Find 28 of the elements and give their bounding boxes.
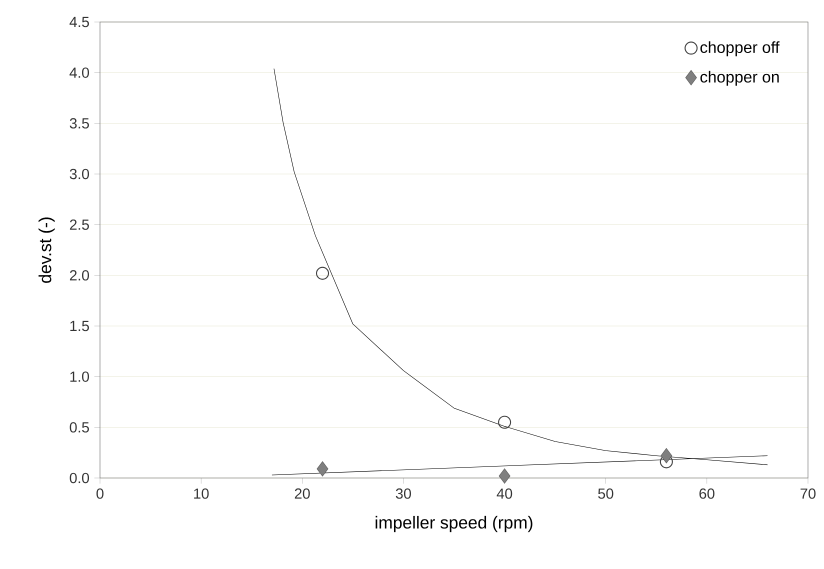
x-tick-label: 30 [396, 488, 411, 499]
y-tick-label: 4.5 [70, 16, 89, 28]
x-tick-label: 10 [194, 488, 209, 499]
point [316, 461, 328, 476]
y-tick-label: 0.5 [70, 422, 89, 433]
y-tick-label: 4.0 [70, 67, 90, 78]
legend-label: chopper off [700, 41, 780, 56]
x-tick-label: 0 [96, 488, 104, 499]
y-tick-label: 3.5 [70, 118, 89, 129]
point [316, 266, 330, 280]
y-tick-label: 2.5 [70, 219, 89, 230]
y-tick-label: 2.0 [70, 270, 90, 281]
point [498, 468, 510, 484]
point [660, 455, 673, 468]
x-tick-label: 70 [800, 488, 816, 499]
point [660, 448, 672, 464]
x-tick-label: 60 [699, 488, 714, 499]
x-tick-label: 50 [598, 488, 614, 499]
y-tick-label: 1.5 [70, 320, 89, 332]
point [498, 416, 512, 429]
y-tick-label: 3.0 [70, 168, 90, 180]
legend-label: chopper on [700, 70, 779, 86]
y-tick-label: 0.0 [70, 472, 90, 484]
x-tick-label: 40 [496, 488, 512, 499]
y-tick-label: 1.0 [70, 371, 90, 382]
x-tick-label: 20 [294, 488, 310, 499]
y-axis-title: dev.st (-) [38, 218, 55, 283]
x-axis-title: impeller speed (rpm) [376, 516, 532, 532]
